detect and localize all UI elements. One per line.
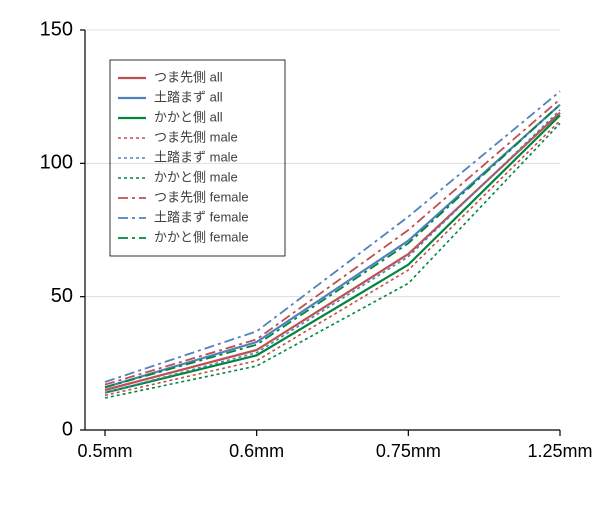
x-tick-label: 0.5mm	[77, 441, 132, 461]
legend-label: つま先側 all	[154, 69, 223, 84]
line-chart: 0 50 100 150 0.5mm 0.6mm 0.75mm 1.25mm つま先側 all 土…	[0, 0, 600, 507]
x-tick-label: 0.75mm	[376, 441, 441, 461]
y-tick-label: 50	[51, 285, 73, 307]
x-tick-label: 1.25mm	[527, 441, 592, 461]
legend-label: 土踏まず female	[154, 209, 249, 224]
x-tick-label: 0.6mm	[229, 441, 284, 461]
legend-label: かかと側 all	[154, 109, 223, 124]
y-tick-label: 150	[40, 18, 73, 40]
y-tick-label: 0	[62, 418, 73, 440]
y-tick-label: 100	[40, 152, 73, 174]
legend-label: 土踏まず male	[154, 149, 238, 164]
legend-label: 土踏まず all	[154, 89, 223, 104]
legend-label: かかと側 female	[154, 229, 249, 244]
legend-label: つま先側 female	[154, 189, 249, 204]
legend-label: つま先側 male	[154, 129, 238, 144]
legend-label: かかと側 male	[154, 169, 238, 184]
chart-svg: 0 50 100 150 0.5mm 0.6mm 0.75mm 1.25mm つま先側 all 土…	[0, 0, 600, 507]
